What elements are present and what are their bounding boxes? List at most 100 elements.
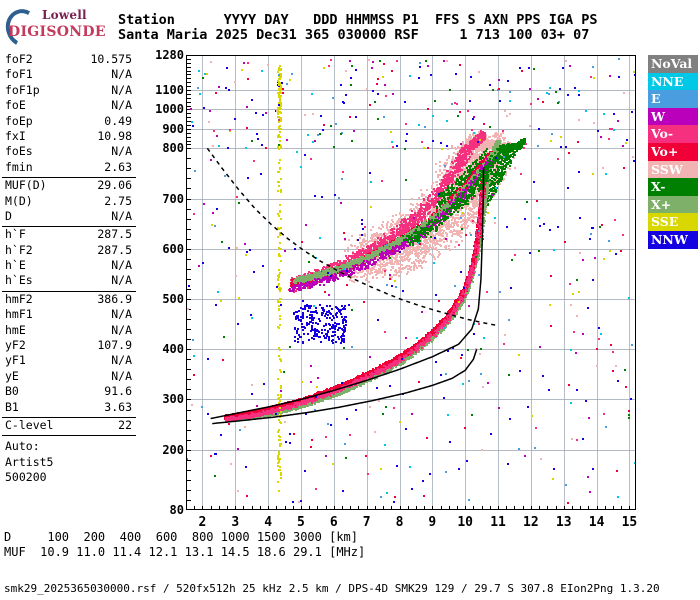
param-row-b1: B1 3.63 [2,400,136,415]
legend-item-noval[interactable]: NoVal [648,55,698,73]
param-value: 2.75 [104,193,132,208]
param-group-4: C-level 22 [2,418,136,437]
legend-item-vo[interactable]: Vo- [648,125,698,143]
param-key: yF2 [5,338,26,353]
auto-code: 500200 [5,470,47,485]
param-key: B1 [5,399,19,414]
legend-item-nne[interactable]: NNE [648,72,698,91]
y-tick-80: 80 [169,503,184,517]
param-row-hf: h`F 287.5 [2,227,136,242]
x-axis-labels: 2 3 4 5 6 7 8 9 10 11 12 13 14 15 [150,515,690,533]
x-tick-2: 2 [198,515,207,530]
y-tick-900: 900 [162,121,184,136]
param-key: h`Es [5,273,33,288]
auto-scaler-info: Auto: Artist5 500200 [2,436,136,485]
x-tick-5: 5 [297,515,305,530]
file-info-line: smk29_2025365030000.rsf / 520fx512h 25 k… [4,582,660,595]
auto-name: Artist5 [5,454,54,469]
station-header: Station YYYY DAY DDD HHMMSS P1 FFS S AXN… [118,13,598,43]
param-value: 2.63 [104,159,132,174]
x-tick-13: 13 [555,515,572,530]
param-key: hmF1 [5,307,33,322]
param-value: N/A [111,144,132,159]
x-tick-6: 6 [329,515,338,530]
param-key: foF1 [5,67,33,82]
param-key: h`E [5,258,26,273]
param-row-foes: foEs N/A [2,144,136,159]
param-row-fof1: foF1 N/A [2,67,136,82]
param-row-d: D N/A [2,209,136,224]
legend-item-w[interactable]: W [648,107,698,126]
x-tick-12: 12 [523,515,539,530]
param-key: yF1 [5,353,26,368]
y-tick-200: 200 [162,442,184,457]
legend-item-nnw[interactable]: NNW [648,230,698,249]
param-value: N/A [111,258,132,273]
param-row-yf1: yF1 N/A [2,353,136,368]
param-key: h`F2 [5,242,33,257]
muf-row: MUF 10.9 11.0 11.4 12.1 13.1 14.5 18.6 2… [4,544,366,559]
param-value: 107.9 [97,338,132,353]
param-value: 91.6 [104,384,132,399]
param-key: D [5,208,12,223]
logo-digisonde-text: DIGISONDE [8,24,106,40]
x-tick-15: 15 [621,515,638,530]
y-tick-800: 800 [162,141,184,156]
y-tick-1000: 1000 [155,102,184,117]
header-row-values: Santa Maria 2025 Dec31 365 030000 RSF 1 … [118,27,590,43]
param-key: fmin [5,159,33,174]
y-tick-500: 500 [162,291,184,306]
param-group-2: h`F 287.5 h`F2 287.5 h`E N/A h`Es N/A [2,227,136,292]
param-key: foF1p [5,82,40,97]
x-tick-8: 8 [395,515,404,530]
direction-legend: NoVal NNE E W Vo- Vo+ SSW X- X+ SSE NNW [648,55,698,249]
legend-item-vo[interactable]: Vo+ [648,142,698,161]
legend-item-x[interactable]: X- [648,178,698,196]
param-key: MUF(D) [5,178,47,193]
param-value: 10.98 [97,128,132,143]
param-row-hmf1: hmF1 N/A [2,307,136,322]
param-row-foep: foEp 0.49 [2,114,136,129]
param-row-yf2: yF2 107.9 [2,338,136,353]
x-tick-7: 7 [362,515,371,530]
param-key: hmF2 [5,291,33,306]
legend-item-e[interactable]: E [648,90,698,108]
x-tick-4: 4 [264,515,273,530]
y-tick-1280: 1280 [155,48,184,62]
param-value: N/A [111,368,132,383]
ionogram-parameter-panel: foF2 10.575 foF1 N/A foF1p N/A foE N/A foEp 0.49 f… [2,52,136,486]
legend-item-sse[interactable]: SSE [648,213,698,231]
param-row-hes: h`Es N/A [2,273,136,288]
param-key: yE [5,368,19,383]
header-row-labels: Station YYYY DAY DDD HHMMSS P1 FFS S AXN… [118,12,598,28]
param-row-clevel: C-level 22 [2,418,136,433]
param-value: 287.5 [97,242,132,257]
ionogram-plot-canvas[interactable] [186,55,636,510]
param-key: h`F [5,227,26,242]
param-value: N/A [111,273,132,288]
param-value: N/A [111,98,132,113]
param-value: 386.9 [97,291,132,306]
x-tick-14: 14 [588,515,605,530]
param-value: 29.06 [97,178,132,193]
param-row-md: M(D) 2.75 [2,194,136,209]
param-row-hme: hmE N/A [2,323,136,338]
param-group-1: MUF(D) 29.06 M(D) 2.75 D N/A [2,178,136,228]
param-row-fof2: foF2 10.575 [2,52,136,67]
param-key: foEs [5,144,33,159]
param-key: hmE [5,322,26,337]
param-key: C-level [5,417,54,432]
param-key: B0 [5,384,19,399]
param-value: N/A [111,208,132,223]
x-tick-3: 3 [231,515,240,530]
param-row-fof1p: foF1p N/A [2,83,136,98]
y-tick-1100: 1100 [155,82,184,97]
param-row-b0: B0 91.6 [2,384,136,399]
param-value: 22 [118,417,132,432]
param-group-0: foF2 10.575 foF1 N/A foF1p N/A foE N/A foEp 0.49 f… [2,52,136,179]
legend-item-ssw[interactable]: SSW [648,160,698,179]
legend-item-x[interactable]: X+ [648,195,698,214]
muf-distance-table: D 100 200 400 600 800 1000 1500 3000 [km… [4,530,365,559]
param-value: N/A [111,67,132,82]
d-row: D 100 200 400 600 800 1000 1500 3000 [km… [4,530,359,544]
